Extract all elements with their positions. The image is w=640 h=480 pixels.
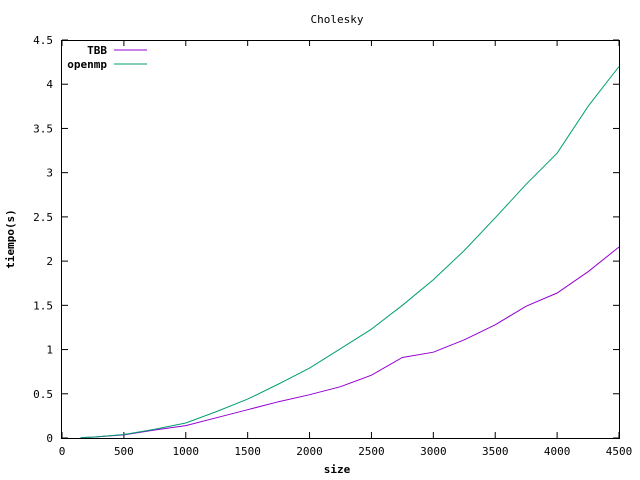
x-tick-label: 3500 [482, 445, 509, 458]
legend-label-openmp: openmp [67, 58, 107, 71]
x-tick-label: 3000 [420, 445, 447, 458]
y-tick-label: 3.5 [33, 122, 53, 135]
plot-area [61, 40, 620, 439]
legend-label-tbb: TBB [87, 44, 107, 57]
y-tick-label: 3 [46, 167, 53, 180]
y-tick-label: 1 [46, 344, 53, 357]
x-axis-label: size [324, 463, 351, 476]
x-tick-label: 500 [114, 445, 134, 458]
y-tick-label: 1.5 [33, 299, 53, 312]
y-axis-label: tiempo(s) [4, 209, 17, 269]
series-line-openmp [80, 66, 620, 439]
y-tick-label: 4 [46, 78, 53, 91]
y-axis: 0 0.5 1 1.5 2 2.5 3 3.5 4 4.5 [33, 34, 619, 445]
x-tick-label: 0 [59, 445, 66, 458]
x-tick-label: 1000 [173, 445, 200, 458]
y-tick-label: 2.5 [33, 211, 53, 224]
y-tick-label: 0 [46, 432, 53, 445]
x-tick-label: 2500 [358, 445, 385, 458]
x-axis: 0 500 1000 1500 2000 2500 3000 3500 4000 4500 [59, 40, 633, 458]
y-tick-label: 2 [46, 255, 53, 268]
x-tick-label: 2000 [296, 445, 323, 458]
x-tick-label: 1500 [234, 445, 261, 458]
series-line-tbb [80, 246, 620, 439]
y-tick-label: 4.5 [33, 34, 53, 47]
x-tick-label: 4500 [606, 445, 633, 458]
x-tick-label: 4000 [544, 445, 571, 458]
series-lines [80, 66, 620, 439]
y-tick-label: 0.5 [33, 388, 53, 401]
chart-title: Cholesky [311, 13, 364, 26]
